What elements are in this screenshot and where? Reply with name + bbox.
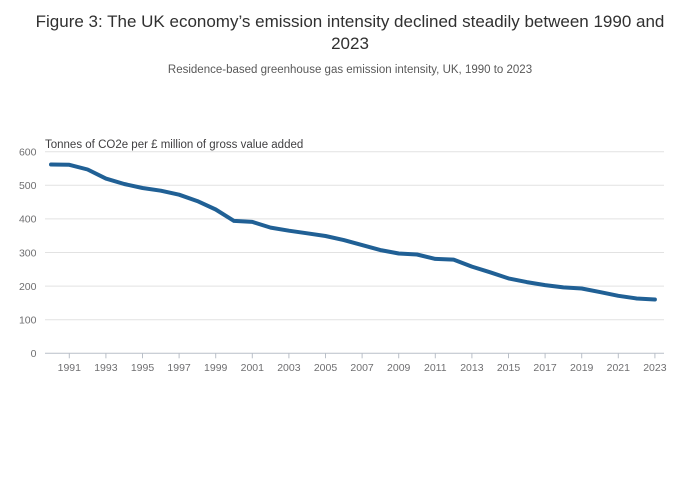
x-tick-label-2009: 2009 xyxy=(387,362,411,374)
y-tick-label-300: 300 xyxy=(19,247,37,259)
x-tick-label-2013: 2013 xyxy=(460,362,484,374)
x-tick-label-1991: 1991 xyxy=(58,362,82,374)
y-tick-label-0: 0 xyxy=(31,348,37,360)
x-tick-label-1997: 1997 xyxy=(167,362,191,374)
y-tick-label-600: 600 xyxy=(19,147,37,159)
line-chart-canvas: 0 100 200 300 400 500 600 1991 1993 1995 1997 1999 2… xyxy=(19,139,667,374)
x-tick-label-2001: 2001 xyxy=(241,362,265,374)
x-tick-label-2019: 2019 xyxy=(570,362,594,374)
x-tick-label-2003: 2003 xyxy=(277,362,301,374)
y-tick-label-500: 500 xyxy=(19,180,37,192)
y-axis-unit-label: Tonnes of CO2e per £ million of gross va… xyxy=(45,139,303,151)
x-tick-label-1999: 1999 xyxy=(204,362,228,374)
x-tick-label-2023: 2023 xyxy=(643,362,667,374)
chart-subtitle: Residence-based greenhouse gas emission … xyxy=(167,64,533,76)
x-tick-label-2017: 2017 xyxy=(533,362,557,374)
x-tick-label-1995: 1995 xyxy=(131,362,155,374)
x-tick-label-2005: 2005 xyxy=(314,362,338,374)
x-tick-label-2015: 2015 xyxy=(497,362,521,374)
y-tick-label-200: 200 xyxy=(19,281,37,293)
x-tick-label-2011: 2011 xyxy=(424,362,447,374)
y-tick-label-400: 400 xyxy=(19,214,37,226)
x-tick-label-1993: 1993 xyxy=(94,362,118,374)
x-tick-label-2021: 2021 xyxy=(607,362,631,374)
x-tick-label-2007: 2007 xyxy=(350,362,374,374)
y-tick-label-100: 100 xyxy=(19,315,37,327)
chart-title: Figure 3: The UK economy’s emission inte… xyxy=(35,12,665,53)
series-line-emission-intensity xyxy=(49,162,657,302)
